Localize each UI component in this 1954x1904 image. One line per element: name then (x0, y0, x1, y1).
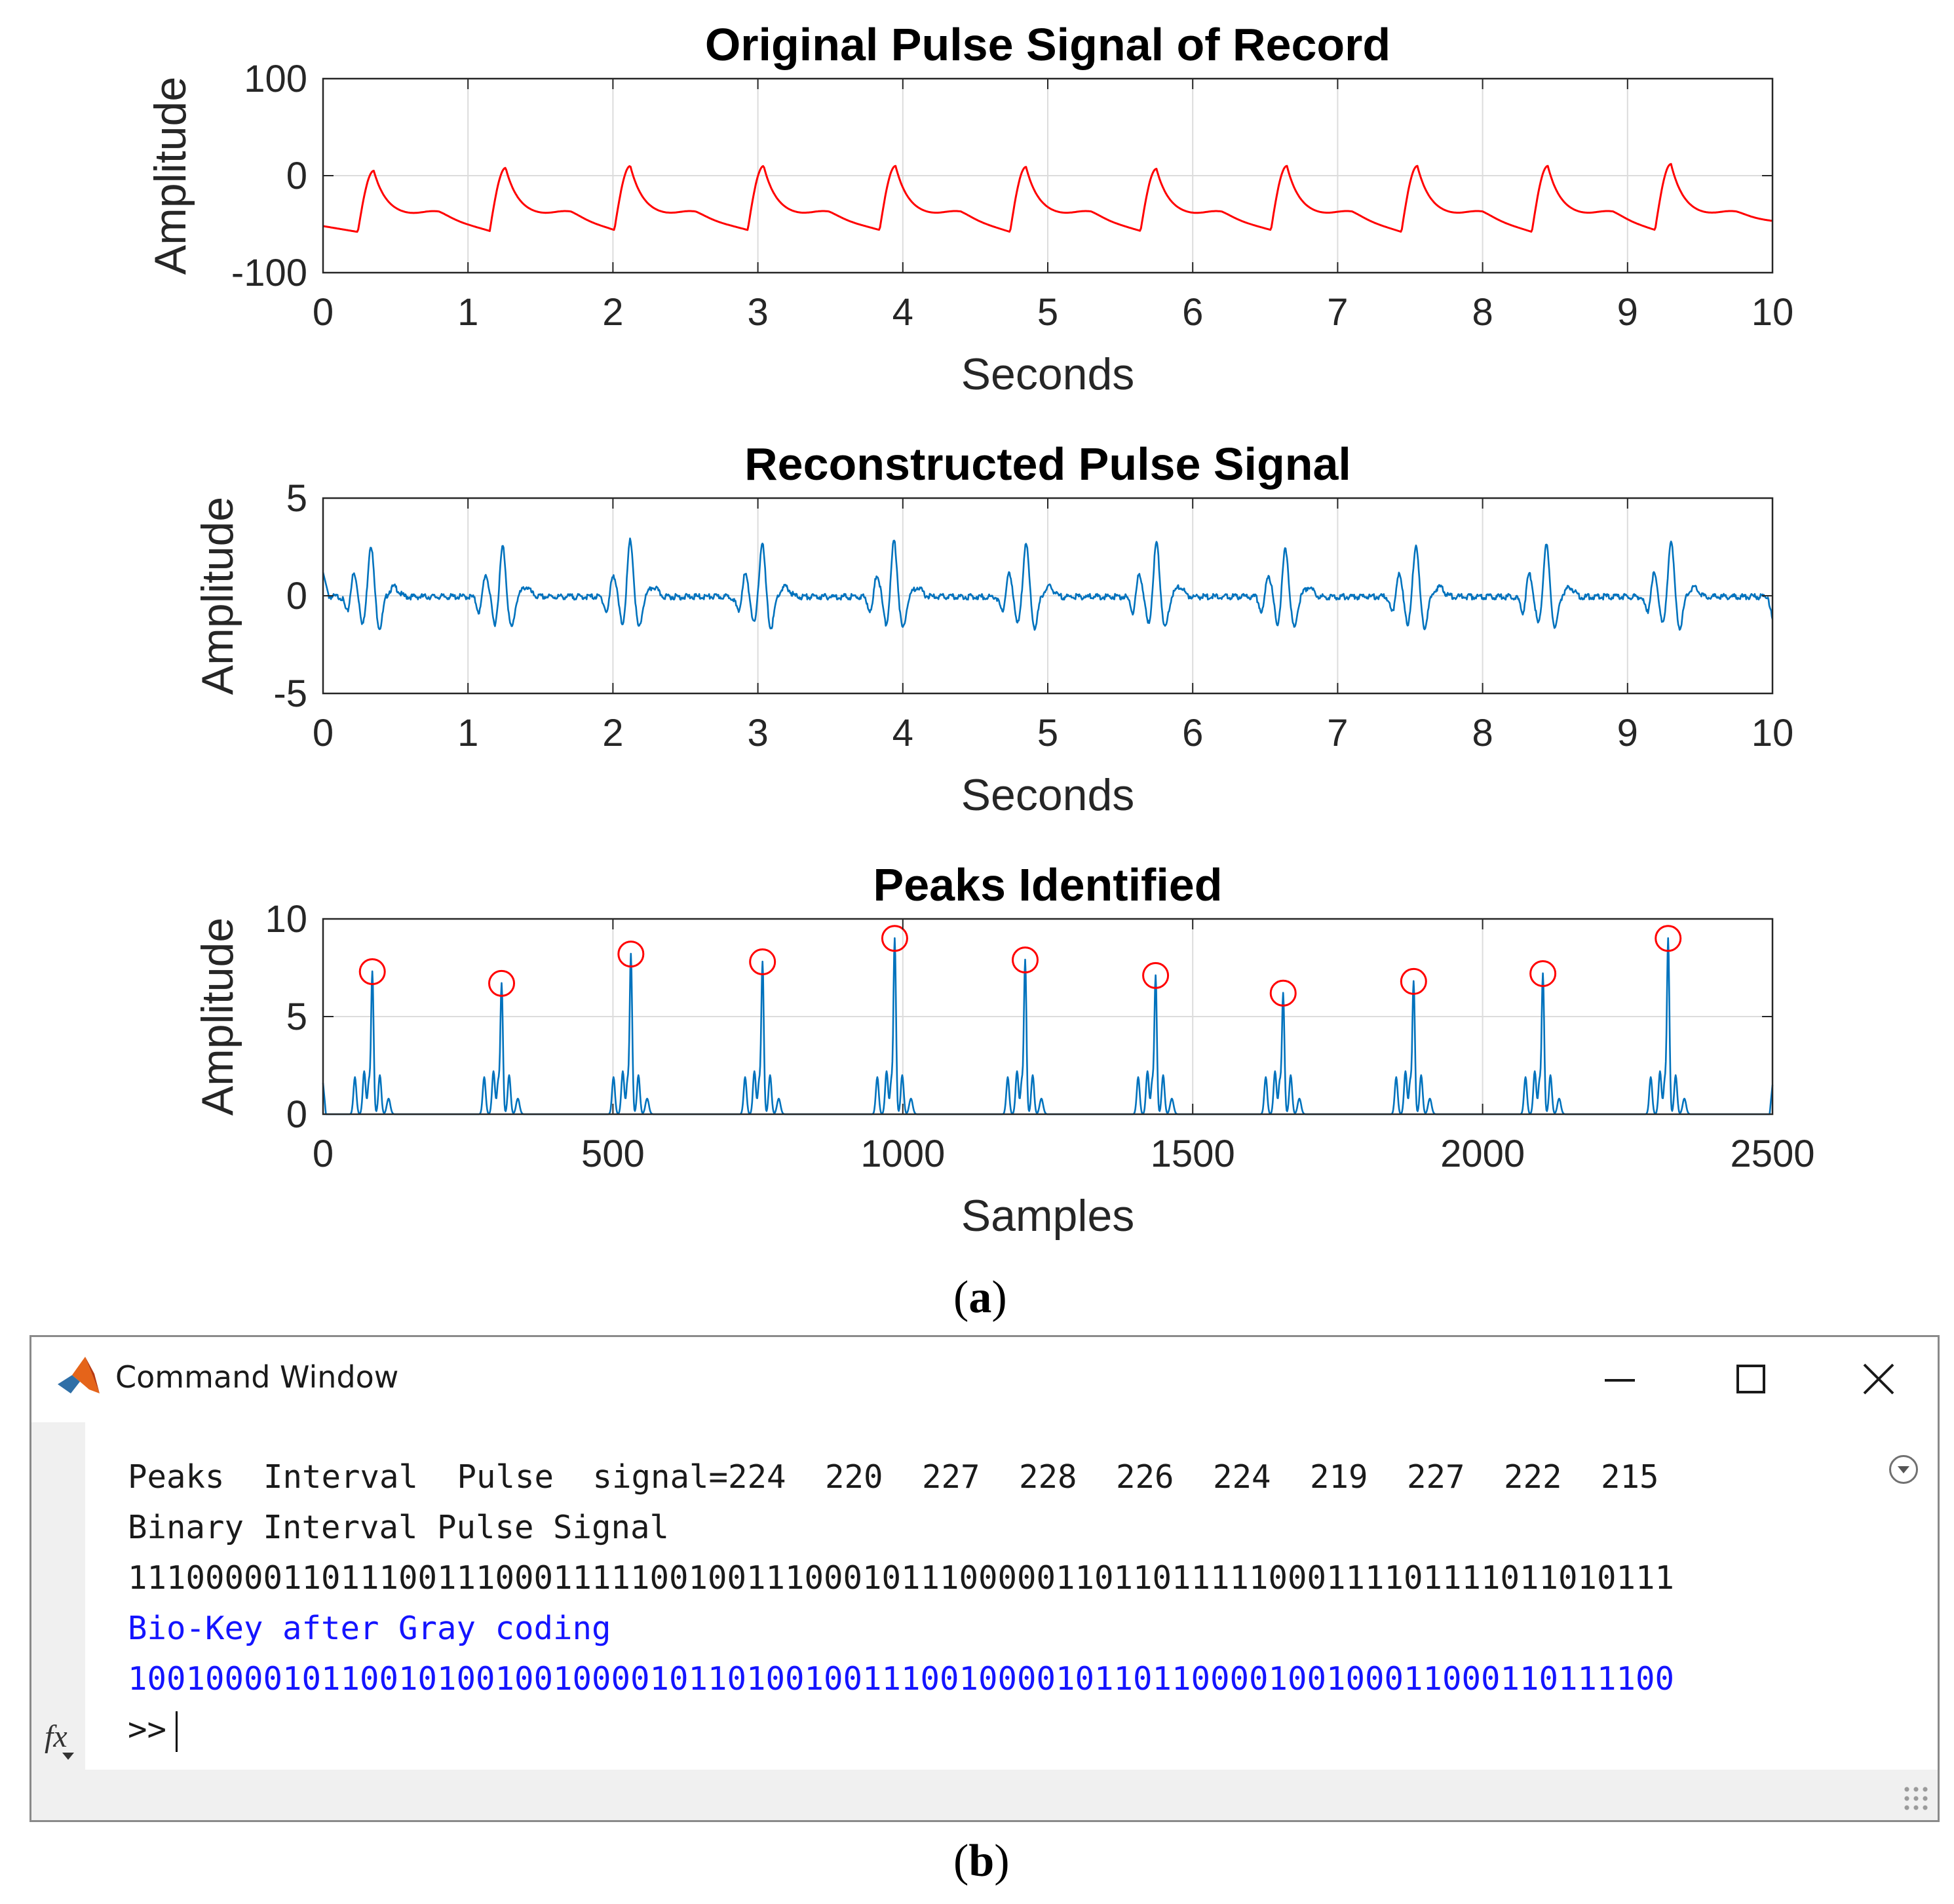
x-axis-label: Samples (961, 1191, 1135, 1241)
x-tick-label: 5 (1037, 712, 1058, 754)
x-tick-label: 2500 (1730, 1133, 1814, 1175)
chart-title: Original Pulse Signal of Record (705, 19, 1390, 70)
x-tick-label: 10 (1752, 291, 1794, 334)
command-window-title: Command Window (115, 1359, 399, 1395)
minimize-button[interactable] (1584, 1350, 1656, 1409)
biokey-label: Bio-Key after Gray coding (128, 1610, 611, 1647)
x-tick-label: 5 (1037, 291, 1058, 334)
fx-dropdown-arrow-icon[interactable] (62, 1753, 74, 1760)
y-tick-label: 0 (286, 155, 307, 197)
x-tick-label: 0 (313, 712, 334, 754)
x-tick-label: 6 (1182, 291, 1203, 334)
command-gutter: fx (31, 1422, 85, 1760)
x-tick-label: 7 (1327, 712, 1348, 754)
command-prompt[interactable]: >> (128, 1711, 178, 1752)
close-icon (1863, 1363, 1894, 1395)
x-tick-label: 6 (1182, 712, 1203, 754)
peak-marker-7 (1269, 979, 1297, 1007)
close-button[interactable] (1843, 1350, 1915, 1409)
y-axis-label: Amplitude (193, 918, 242, 1116)
x-tick-label: 10 (1752, 712, 1794, 754)
x-tick-label: 4 (892, 291, 913, 334)
x-tick-label: 1000 (860, 1133, 945, 1175)
peak-marker-10 (1655, 925, 1682, 952)
peak-marker-3 (749, 948, 776, 976)
x-tick-label: 0 (313, 1133, 334, 1175)
x-tick-label: 0 (313, 291, 334, 334)
peak-marker-9 (1529, 960, 1557, 987)
y-tick-label: -5 (273, 672, 307, 715)
biokey-value: 1001000010110010100100100001011010010011… (128, 1660, 1675, 1698)
command-window[interactable]: Command Window fx Peaks Interval Pulse s… (29, 1335, 1940, 1822)
command-window-titlebar[interactable]: Command Window (31, 1337, 1938, 1422)
maximize-button[interactable] (1715, 1350, 1787, 1409)
x-tick-label: 1 (457, 712, 478, 754)
text-cursor (176, 1711, 178, 1752)
prompt-symbol: >> (128, 1711, 167, 1748)
x-tick-label: 8 (1472, 291, 1493, 334)
peak-marker-5 (1011, 946, 1039, 974)
x-tick-label: 2000 (1440, 1133, 1525, 1175)
peak-marker-0 (358, 958, 386, 985)
y-tick-label: 5 (286, 996, 307, 1038)
peak-marker-2 (617, 941, 645, 968)
peaks-label: Peaks Interval Pulse signal= (128, 1458, 729, 1496)
chart-title: Reconstructed Pulse Signal (744, 438, 1351, 490)
binary-value: 1110000011011100111000111110010011100010… (128, 1559, 1675, 1597)
peak-marker-8 (1400, 967, 1427, 995)
peak-marker-1 (488, 969, 516, 997)
x-tick-label: 8 (1472, 712, 1493, 754)
y-tick-label: 0 (286, 575, 307, 617)
maximize-icon (1736, 1365, 1765, 1393)
x-tick-label: 9 (1617, 712, 1638, 754)
binary-label: Binary Interval Pulse Signal (128, 1509, 670, 1546)
x-tick-label: 7 (1327, 291, 1348, 334)
series-line-1 (322, 537, 1774, 631)
y-tick-label: 100 (244, 58, 307, 100)
x-axis-label: Seconds (961, 770, 1135, 820)
x-tick-label: 500 (581, 1133, 645, 1175)
peaks-values: 224 220 227 228 226 224 219 227 222 215 (728, 1458, 1659, 1496)
y-tick-label: 5 (286, 477, 307, 520)
command-window-actions-icon[interactable] (1889, 1455, 1918, 1484)
y-tick-label: -100 (231, 252, 307, 294)
y-axis-label: Amplitude (193, 497, 242, 695)
caption-b: (b) (953, 1836, 1010, 1886)
matlab-logo-icon (58, 1357, 100, 1393)
x-tick-label: 1 (457, 291, 478, 334)
fx-icon[interactable]: fx (45, 1719, 67, 1754)
x-tick-label: 1500 (1151, 1133, 1235, 1175)
x-tick-label: 2 (602, 712, 623, 754)
chart-title: Peaks Identified (873, 859, 1223, 910)
peaks-output-line: Peaks Interval Pulse signal=224 220 227 … (128, 1458, 1659, 1496)
x-tick-label: 3 (747, 291, 768, 334)
x-tick-label: 3 (747, 712, 768, 754)
peak-marker-6 (1142, 962, 1170, 989)
peak-marker-4 (881, 925, 908, 952)
x-tick-label: 9 (1617, 291, 1638, 334)
x-axis-label: Seconds (961, 349, 1135, 399)
x-tick-label: 4 (892, 712, 913, 754)
series-line-0 (322, 163, 1773, 233)
x-tick-label: 2 (602, 291, 623, 334)
y-tick-label: 10 (265, 898, 307, 941)
caption-a: (a) (953, 1272, 1007, 1323)
resize-grip-icon[interactable] (1902, 1785, 1931, 1814)
y-tick-label: 0 (286, 1093, 307, 1136)
command-output[interactable]: Peaks Interval Pulse signal=224 220 227 … (85, 1422, 1938, 1770)
y-axis-label: Amplitude (145, 77, 195, 275)
